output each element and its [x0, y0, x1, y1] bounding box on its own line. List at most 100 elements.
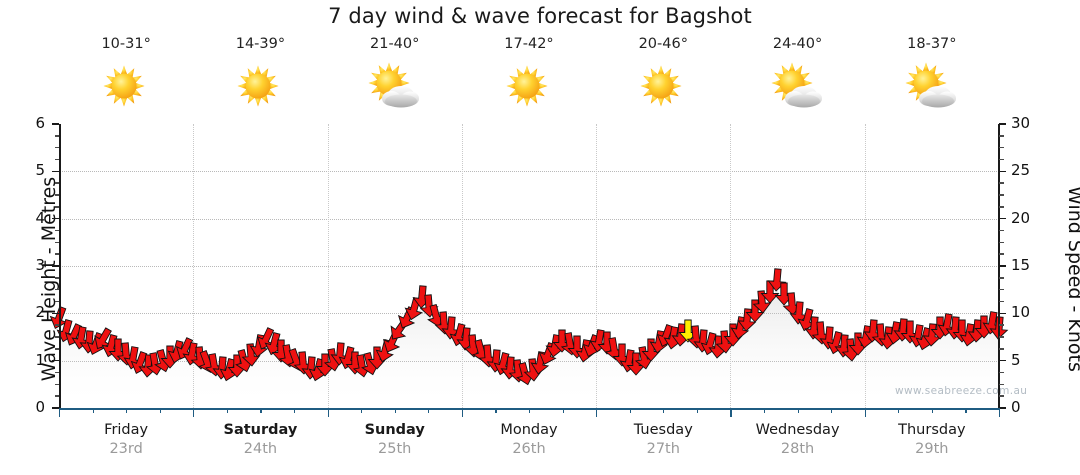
- plot-area: [49, 124, 1009, 408]
- gridline-v-3: [461, 124, 463, 408]
- day-date-tuesday: 27th: [646, 441, 680, 457]
- day-name-sunday: Sunday: [364, 422, 425, 438]
- y-tick-right-4.5: [999, 194, 1004, 196]
- x-label-monday: Monday 26th: [462, 421, 596, 459]
- x-tick-19: [696, 408, 699, 413]
- x-label-sunday: Sunday 25th: [328, 421, 462, 459]
- y-label-left-2: 2: [35, 303, 45, 322]
- sunny-icon-monday: [501, 60, 557, 112]
- y-tick-right-4: [999, 217, 1006, 220]
- day-header-wednesday: 24-40°: [730, 36, 864, 122]
- y-label-right-10: 10: [1011, 303, 1031, 322]
- watermark: www.seabreeze.com.au: [895, 385, 1028, 397]
- day-name-friday: Friday: [104, 422, 149, 438]
- x-tick-18: [663, 408, 665, 413]
- y-label-left-1: 1: [35, 350, 45, 369]
- y-tick-right-4.75: [999, 182, 1004, 184]
- y-tick-left-3: [52, 265, 59, 267]
- y-tick-right-2: [999, 312, 1006, 315]
- day-name-saturday: Saturday: [223, 422, 298, 438]
- sunny-icon-friday: [98, 60, 154, 112]
- y-tick-right-3.5: [999, 241, 1004, 244]
- y-label-right-20: 20: [1011, 208, 1031, 227]
- y-label-right-15: 15: [1011, 256, 1031, 274]
- y-tick-right-1: [999, 359, 1006, 362]
- y-axis-left-line: [59, 124, 61, 409]
- y-tick-right-5.75: [999, 135, 1004, 137]
- page-title: 7 day wind & wave forecast for Bagshot: [328, 4, 752, 28]
- temperature-range-sunday: 21-40°: [370, 36, 420, 52]
- x-tick-20: [730, 408, 732, 417]
- temperature-range-tuesday: 20-46°: [638, 36, 688, 52]
- temperature-range-monday: 17-42°: [504, 36, 554, 52]
- x-tick-14: [529, 408, 531, 413]
- y-tick-right-1.5: [999, 336, 1004, 338]
- x-tick-25: [898, 408, 900, 413]
- temperature-range-saturday: 14-39°: [235, 36, 286, 52]
- x-tick-9: [361, 408, 363, 413]
- y-tick-right-5: [999, 170, 1006, 173]
- partly-sunny-icon-sunday: [367, 60, 423, 112]
- y-tick-left-5.25: [54, 158, 59, 161]
- day-date-saturday: 24th: [243, 441, 278, 457]
- y-tick-left-1.25: [54, 348, 59, 350]
- gridline-h-4: [59, 218, 999, 220]
- x-tick-23: [831, 408, 833, 413]
- x-tick-13: [495, 408, 497, 413]
- y-tick-right-6: [999, 123, 1006, 125]
- x-tick-3: [159, 408, 161, 413]
- y-tick-right-0: [999, 407, 1006, 409]
- y-tick-left-4: [52, 217, 59, 220]
- temperature-range-thursday: 18-37°: [907, 36, 957, 52]
- y-label-right-5: 5: [1011, 350, 1021, 369]
- y-tick-left-3.75: [54, 229, 59, 232]
- day-name-wednesday: Wednesday: [755, 422, 840, 438]
- gridline-v-1: [193, 124, 195, 408]
- x-tick-15: [562, 408, 564, 413]
- y-tick-left-4.75: [54, 182, 59, 184]
- x-label-wednesday: Wednesday 28th: [730, 421, 864, 459]
- x-tick-21: [764, 408, 766, 413]
- gridline-v-4: [596, 124, 598, 408]
- y-axis-right-line: [998, 124, 1000, 409]
- gridline-h-5: [59, 171, 999, 173]
- y-tick-right-5.5: [999, 146, 1004, 149]
- y-tick-left-0: [52, 407, 59, 409]
- y-tick-right-3.75: [999, 229, 1004, 232]
- y-tick-right-2.25: [999, 300, 1004, 303]
- x-tick-7: [294, 408, 296, 413]
- temperature-range-friday: 10-31°: [101, 36, 151, 52]
- day-header-sunday: 21-40°: [328, 36, 462, 122]
- day-header-thursday: 18-37°: [865, 36, 999, 122]
- y-tick-left-0.5: [54, 383, 59, 386]
- y-tick-right-4.25: [999, 206, 1004, 208]
- day-name-tuesday: Tuesday: [633, 422, 693, 438]
- x-tick-5: [226, 408, 229, 413]
- x-tick-17: [629, 408, 631, 413]
- x-tick-28: [999, 408, 1001, 417]
- x-tick-27: [965, 408, 967, 413]
- y-axis-right-title: Wind Speed - Knots: [1064, 186, 1080, 372]
- gridline-v-6: [864, 124, 866, 408]
- y-tick-left-0.25: [54, 395, 59, 397]
- x-tick-12: [461, 408, 464, 417]
- x-tick-11: [428, 408, 430, 413]
- x-label-thursday: Thursday 29th: [865, 421, 999, 459]
- y-tick-left-4.5: [54, 194, 59, 196]
- y-tick-right-1.75: [999, 324, 1004, 326]
- sunny-icon-tuesday: [635, 60, 691, 112]
- y-tick-right-3.25: [999, 253, 1004, 255]
- y-tick-right-0.5: [999, 383, 1004, 386]
- y-tick-left-6: [52, 123, 59, 125]
- day-date-thursday: 29th: [915, 441, 949, 457]
- y-label-right-25: 25: [1011, 161, 1031, 180]
- x-label-friday: Friday 23rd: [59, 421, 193, 459]
- y-tick-left-1.5: [54, 336, 59, 338]
- gridline-v-5: [730, 124, 732, 408]
- y-tick-left-5: [52, 170, 59, 173]
- x-tick-1: [92, 408, 94, 413]
- x-label-tuesday: Tuesday 27th: [596, 421, 730, 459]
- day-name-monday: Monday: [500, 422, 558, 438]
- y-tick-left-2: [52, 312, 59, 315]
